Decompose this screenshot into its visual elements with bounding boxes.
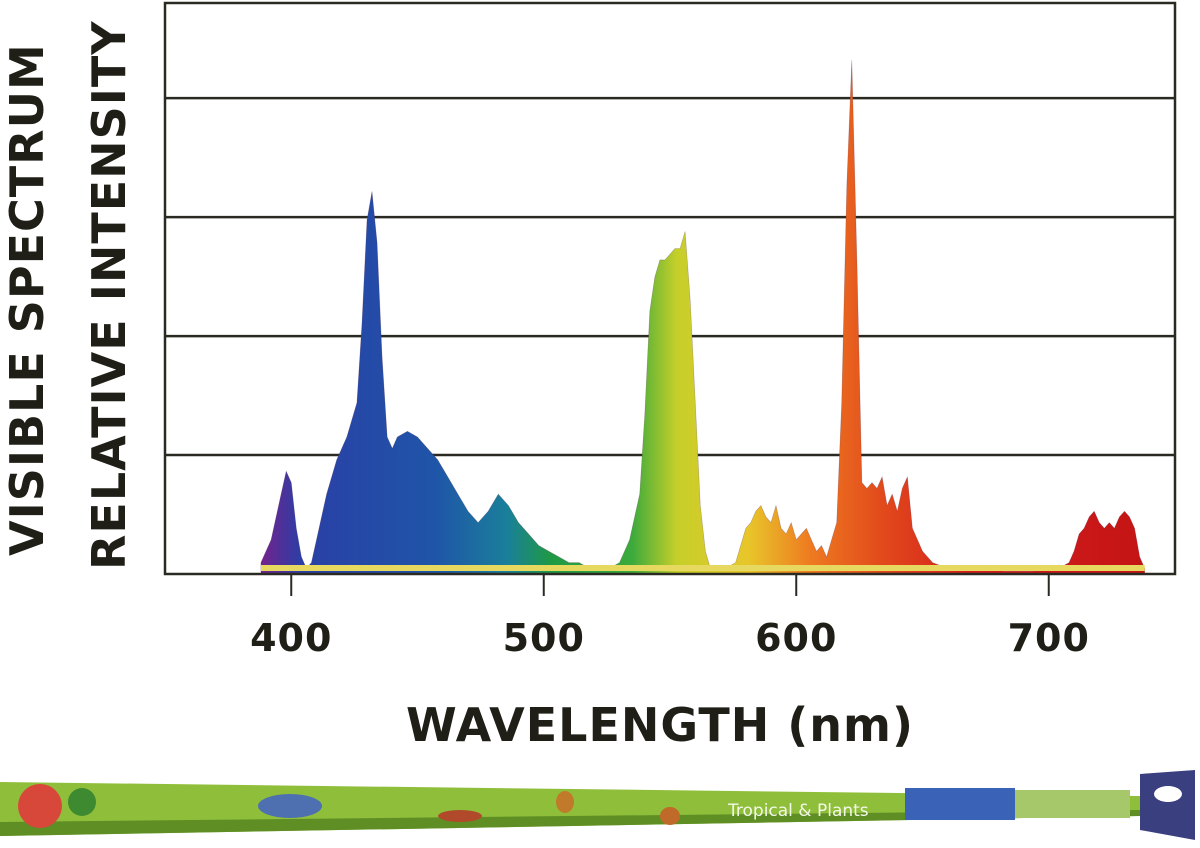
product-label: Tropical & Plants	[728, 801, 869, 821]
hang-hole	[1154, 786, 1182, 802]
fish-decoration-2	[438, 810, 482, 822]
fish-decoration-4	[660, 807, 680, 825]
x-tick-600: 600	[755, 616, 838, 660]
fish-decoration-3	[556, 791, 574, 813]
tick-marks	[290, 574, 1050, 596]
flower-decoration	[18, 784, 62, 828]
fish-decoration	[258, 794, 322, 818]
x-tick-400: 400	[250, 616, 333, 660]
x-tick-700: 700	[1007, 616, 1090, 660]
x-axis-label: WAVELENGTH (nm)	[406, 698, 914, 752]
leaf-decoration	[68, 788, 96, 816]
tube-shade	[0, 810, 1140, 836]
end-cap-panel-2	[1015, 790, 1130, 818]
product-tube-image	[0, 770, 1195, 840]
plot-frame	[163, 1, 1177, 576]
spectrum-area	[260, 60, 1145, 575]
end-cap-panel	[905, 788, 1015, 820]
hang-tab	[1140, 770, 1195, 840]
x-tick-500: 500	[502, 616, 585, 660]
